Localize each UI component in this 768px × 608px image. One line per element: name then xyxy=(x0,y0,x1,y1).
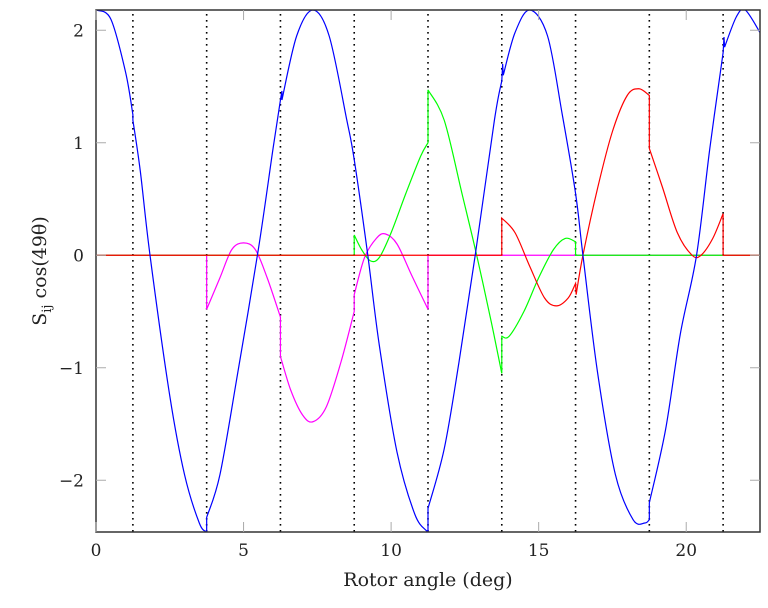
x-tick-label: 15 xyxy=(528,541,550,561)
axis-ticks xyxy=(95,10,760,532)
series-blue-line xyxy=(96,10,760,532)
x-tick-label: 20 xyxy=(675,541,697,561)
y-tick-label: −2 xyxy=(59,471,84,491)
x-tick-label: 5 xyxy=(238,541,249,561)
x-axis-label: Rotor angle (deg) xyxy=(343,569,512,591)
x-tick-label: 10 xyxy=(380,541,402,561)
x-tick-label: 0 xyxy=(91,541,102,561)
series-layer xyxy=(96,10,760,532)
y-tick-label: 2 xyxy=(73,21,84,41)
series-green-line xyxy=(96,89,760,374)
y-tick-label: 1 xyxy=(73,134,84,154)
y-axis-label: Sij cos(49θ) xyxy=(29,216,55,326)
y-tick-label: 0 xyxy=(73,246,84,266)
series-magenta-line xyxy=(96,233,760,423)
y-tick-label: −1 xyxy=(59,359,84,379)
plot-frame xyxy=(95,9,761,533)
tick-labels: 0 5 10 15 20 −2 −1 0 1 2 xyxy=(59,21,697,561)
